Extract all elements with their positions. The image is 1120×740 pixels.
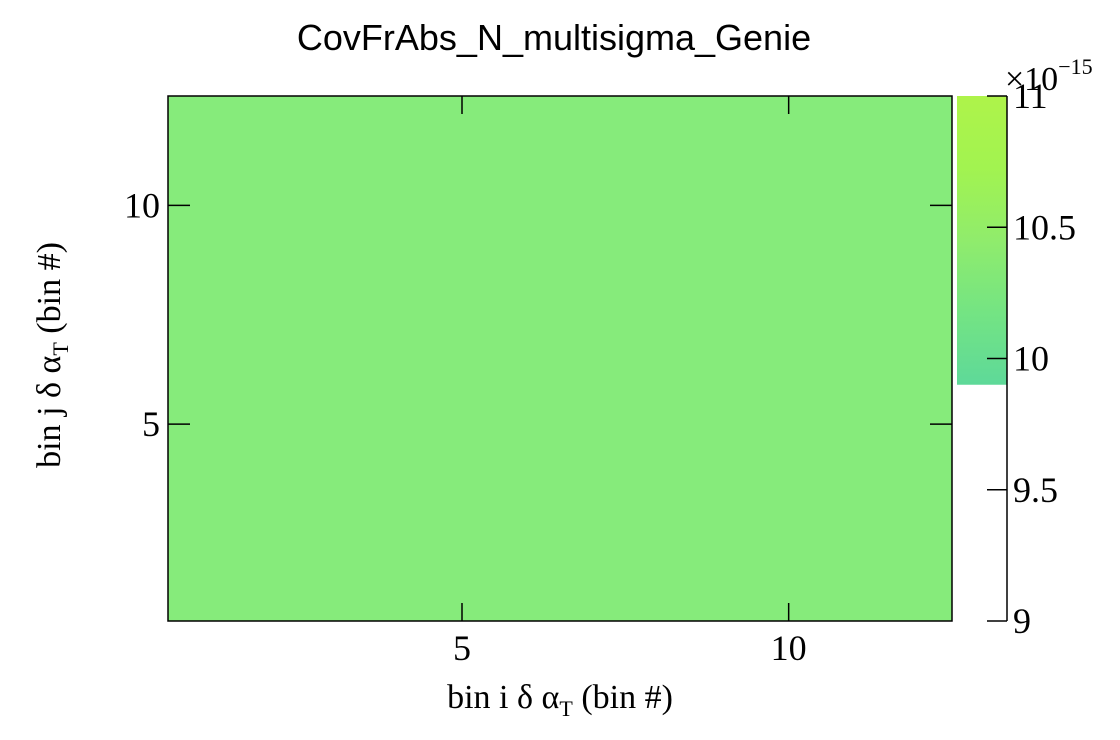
plot-frame [167, 95, 953, 622]
colorbar-tick-label: 10.5 [1013, 207, 1076, 247]
x-axis-label: bin i δ αT (bin #) [447, 679, 673, 721]
y-tick-label: 5 [142, 404, 160, 444]
chart-title: CovFrAbs_N_multisigma_Genie [297, 17, 811, 58]
colorbar-tick-label: 9 [1013, 601, 1031, 641]
colorbar-tick-label: 10 [1013, 339, 1049, 379]
colorbar-gradient [957, 96, 1007, 385]
colorbar-tick-label: 9.5 [1013, 470, 1058, 510]
colorbar-ticks: 9 9.5 10 10.5 11 [987, 76, 1076, 641]
x-axis: 5 10 [453, 96, 807, 668]
colorbar-exponent: ×10−15 [1005, 54, 1093, 98]
x-tick-label: 10 [771, 628, 807, 668]
y-axis-label: bin j δ αT (bin #) [31, 242, 73, 468]
colorbar-tick-label: 11 [1013, 76, 1048, 116]
y-axis: 5 10 [124, 185, 952, 444]
plot-area [167, 95, 953, 622]
y-tick-label: 10 [124, 185, 160, 225]
heatmap-cell [168, 96, 952, 621]
colorbar: 9 9.5 10 10.5 11 ×10−15 [957, 54, 1093, 641]
x-tick-label: 5 [453, 628, 471, 668]
